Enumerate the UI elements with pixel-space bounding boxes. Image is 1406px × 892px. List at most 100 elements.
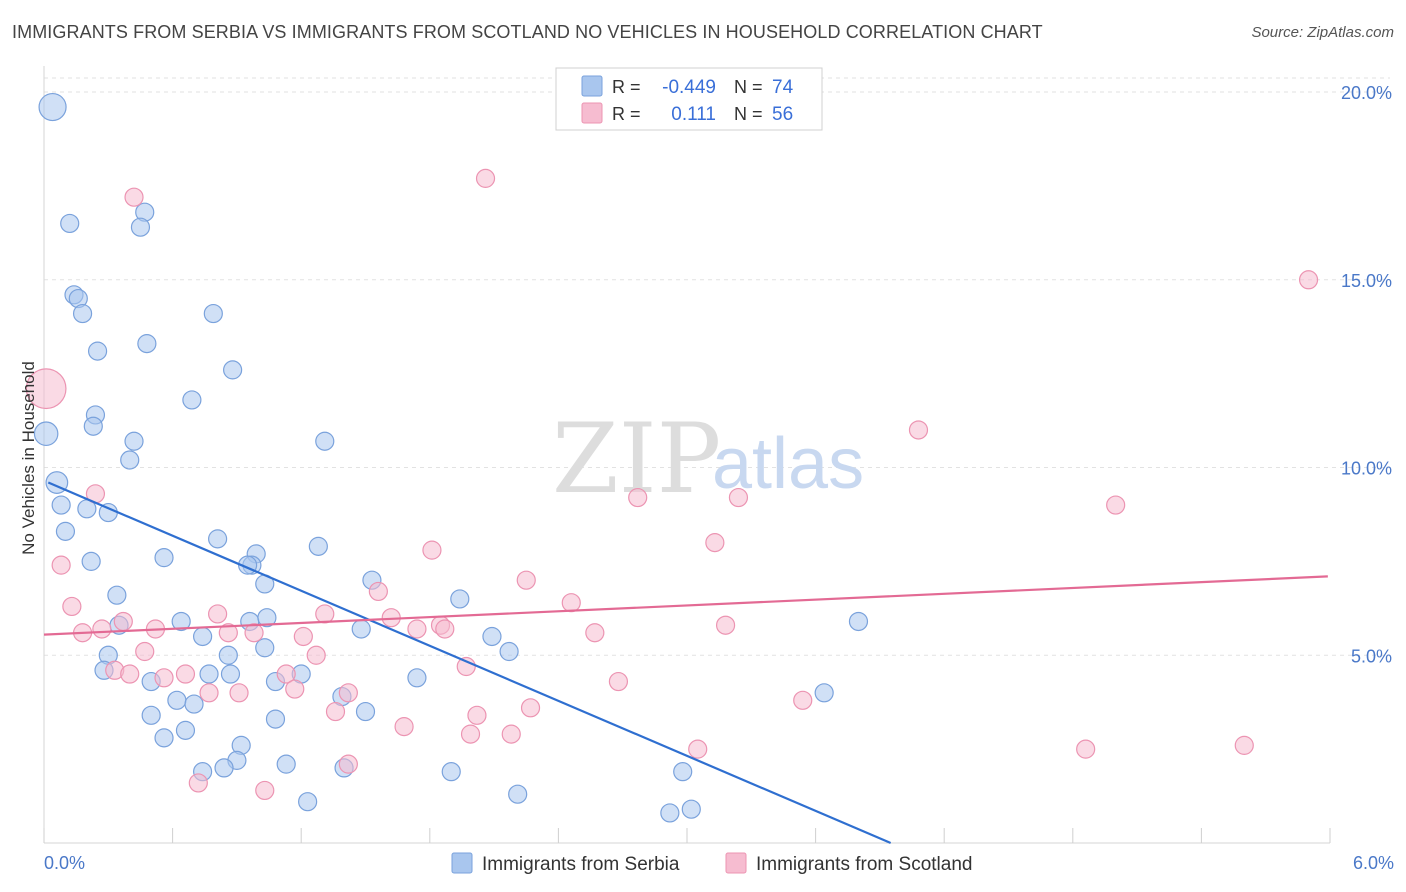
trend-line-serbia: [47, 481, 892, 845]
point-serbia: [72, 303, 93, 324]
point-serbia: [199, 664, 219, 684]
point-scotland: [908, 420, 929, 440]
point-serbia: [681, 799, 701, 819]
point-serbia: [814, 683, 834, 703]
legend-swatch-serbia: [581, 75, 603, 97]
point-serbia: [673, 762, 693, 782]
tick-labels: 5.0% 10.0% 15.0% 20.0% 0.0% 6.0%: [44, 83, 1394, 873]
chart-title: IMMIGRANTS FROM SERBIA VS IMMIGRANTS FRO…: [12, 22, 1043, 42]
point-serbia: [120, 450, 140, 470]
bottom-legend-label-serbia: Immigrants from Serbia: [482, 854, 680, 875]
point-scotland: [1106, 495, 1126, 515]
point-serbia: [441, 762, 461, 782]
point-scotland: [422, 540, 442, 560]
point-scotland: [285, 679, 305, 699]
point-serbia: [167, 690, 187, 710]
point-serbia: [87, 341, 108, 361]
point-scotland: [218, 623, 238, 643]
point-serbia: [265, 709, 286, 729]
point-scotland: [793, 690, 813, 710]
point-scotland: [368, 581, 388, 602]
point-scotland: [244, 623, 264, 643]
legend-r-label-scotland: R =: [612, 104, 641, 124]
y-tick-label: 10.0%: [1341, 459, 1392, 479]
point-serbia: [130, 217, 151, 237]
point-serbia: [182, 390, 202, 410]
axes: [43, 66, 1331, 844]
point-scotland: [255, 780, 275, 801]
legend-n-label-scotland: N =: [734, 104, 763, 124]
point-serbia: [38, 92, 67, 122]
point-serbia: [214, 758, 234, 778]
point-scotland: [585, 623, 605, 643]
legend-r-value-scotland: 0.111: [671, 104, 716, 125]
point-scotland: [435, 619, 455, 639]
point-serbia: [33, 421, 59, 447]
legend-n-value-scotland: 56: [772, 104, 793, 125]
point-scotland: [208, 604, 228, 624]
point-serbia: [184, 694, 204, 714]
bottom-legend-label-scotland: Immigrants from Scotland: [756, 854, 972, 875]
point-scotland: [92, 619, 112, 639]
point-scotland: [1298, 270, 1319, 290]
point-serbia: [83, 416, 103, 436]
point-scotland: [338, 683, 358, 703]
point-scotland: [315, 604, 335, 624]
point-scotland: [229, 683, 249, 703]
point-serbia: [315, 431, 335, 451]
point-serbia: [848, 611, 869, 632]
point-scotland: [124, 187, 144, 207]
legend-n-label-serbia: N =: [734, 77, 763, 97]
point-scotland: [338, 754, 358, 774]
point-serbia: [55, 521, 76, 541]
point-scotland: [25, 368, 67, 410]
point-scotland: [1234, 735, 1254, 755]
point-serbia: [218, 645, 238, 665]
y-tick-label: 20.0%: [1341, 83, 1392, 103]
point-serbia: [171, 611, 191, 632]
point-scotland: [199, 683, 219, 703]
point-serbia: [355, 701, 376, 722]
point-serbia: [255, 638, 275, 658]
point-serbia: [508, 784, 528, 804]
bottom-legend-swatch-scotland: [725, 852, 747, 874]
point-scotland: [705, 533, 725, 553]
point-scotland: [120, 664, 140, 684]
point-serbia: [193, 626, 213, 647]
point-serbia: [276, 754, 296, 774]
point-scotland: [608, 671, 629, 692]
point-serbia: [220, 664, 241, 684]
point-scotland: [520, 698, 541, 718]
point-serbia: [257, 608, 277, 628]
point-scotland: [501, 724, 521, 744]
trend-lines: [43, 481, 1328, 845]
point-serbia: [499, 641, 519, 662]
point-serbia: [308, 536, 328, 556]
point-scotland: [135, 641, 155, 662]
point-scotland: [62, 596, 82, 617]
point-scotland: [293, 626, 313, 647]
point-scotland: [306, 645, 326, 665]
legend-r-label-serbia: R =: [612, 77, 641, 97]
point-scotland: [460, 724, 481, 744]
point-scotland: [394, 717, 414, 737]
point-serbia: [154, 548, 174, 568]
point-scotland: [688, 739, 708, 759]
legend-r-value-serbia: -0.449: [662, 77, 716, 98]
point-serbia: [203, 303, 223, 324]
point-serbia: [660, 803, 680, 823]
point-serbia: [81, 551, 101, 571]
data-points: [25, 92, 1319, 823]
x-tick-label-min: 0.0%: [44, 853, 85, 873]
point-serbia: [124, 431, 144, 451]
point-scotland: [325, 701, 346, 722]
point-scotland: [1076, 739, 1096, 759]
series-legend: Immigrants from Serbia Immigrants from S…: [451, 852, 972, 875]
point-scotland: [456, 656, 476, 677]
point-scotland: [561, 593, 581, 613]
point-scotland: [154, 668, 174, 688]
y-axis-title: No Vehicles in Household: [19, 361, 38, 555]
stats-legend: R = -0.449 N = 74 R = 0.111 N = 56: [555, 67, 823, 131]
point-scotland: [51, 555, 71, 575]
